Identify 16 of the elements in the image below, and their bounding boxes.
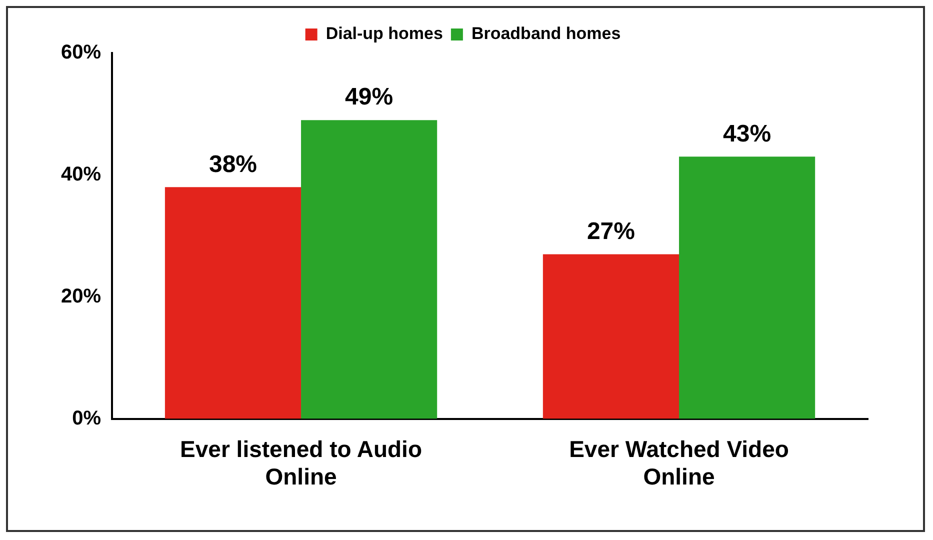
- data-label: 27%: [586, 218, 635, 245]
- bar: [679, 156, 816, 419]
- y-tick-label: 20%: [61, 285, 102, 308]
- y-tick-label: 40%: [61, 163, 102, 186]
- legend-label: Broadband homes: [471, 24, 621, 44]
- x-tick-label: Ever Watched Video Online: [569, 436, 789, 490]
- legend-label: Dial-up homes: [326, 24, 443, 44]
- bar: [301, 120, 438, 419]
- data-label: 43%: [723, 120, 772, 148]
- bar: [542, 254, 680, 419]
- data-label: 49%: [345, 84, 394, 111]
- x-tick-label: Ever listened to Audio Online: [180, 436, 422, 490]
- bar: [164, 187, 302, 419]
- data-label: 38%: [208, 150, 258, 178]
- y-tick-label: 60%: [61, 42, 102, 64]
- y-tick-label: 0%: [72, 407, 102, 430]
